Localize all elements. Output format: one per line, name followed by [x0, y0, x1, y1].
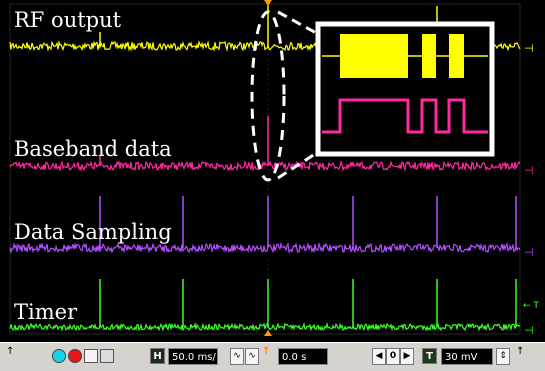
edge-fall-icon[interactable]: ∿: [245, 348, 259, 365]
trigger-level-field[interactable]: 30 mV: [441, 348, 493, 365]
delay-increase-button[interactable]: ▶: [400, 348, 414, 365]
trigger-level-marker: ← T: [523, 301, 539, 311]
inset-baseband-pulses: [322, 98, 488, 134]
delay-field[interactable]: 0.0 s: [278, 348, 328, 365]
channel-label-baseband-data: Baseband data: [14, 137, 172, 161]
left-edge-marker-icon: ↑: [6, 346, 15, 357]
zoom-connector-bottom: [277, 150, 319, 180]
channel-label-data-sampling: Data Sampling: [14, 220, 172, 244]
highlight-ellipse: [250, 10, 286, 182]
oscilloscope-display: ⊣ ⊣ ⊣ ⊣ ← T RF output Baseband data Data Sam…: [0, 0, 545, 342]
print-icon[interactable]: [100, 349, 114, 363]
channel-marker-2: ⊣: [524, 164, 534, 177]
timebase-field[interactable]: 50.0 ms/: [168, 348, 218, 365]
channel-marker-3: ⊣: [524, 246, 534, 259]
save-icon[interactable]: [84, 349, 98, 363]
trigger-position-marker: [264, 0, 272, 6]
channel-label-rf-output: RF output: [14, 8, 122, 32]
trace-ch4: [9, 321, 521, 332]
zoom-connector-top: [277, 10, 319, 36]
channel-markers: ⊣ ⊣ ⊣ ⊣ ← T: [523, 42, 539, 337]
stop-button[interactable]: [68, 349, 82, 363]
horizontal-tag: H: [150, 348, 165, 364]
trigger-bottom-marker: [264, 330, 272, 336]
channel-label-timer: Timer: [14, 300, 78, 324]
trace-ch3: [9, 241, 521, 255]
trigger-tag: T: [422, 348, 437, 364]
waveform-canvas: ⊣ ⊣ ⊣ ⊣ ← T: [9, 0, 539, 337]
scope-toolbar: ↑ H 50.0 ms/ ∿ ∿ ↑ 0.0 s ◀ 0 ▶ T 30 mV ⇕…: [0, 342, 545, 371]
trigger-position-icon: ↑: [262, 346, 271, 357]
delay-decrease-button[interactable]: ◀: [372, 348, 386, 365]
delay-step-value: 0: [386, 348, 400, 365]
trigger-level-spinner[interactable]: ⇕: [496, 348, 510, 365]
graticule-frame: [9, 3, 521, 335]
run-button[interactable]: [52, 349, 66, 363]
trace-ch2: [9, 159, 521, 173]
traces-group: [9, 4, 521, 332]
channel-marker-4: ⊣: [524, 324, 534, 337]
channel-marker-1: ⊣: [524, 42, 534, 55]
right-edge-marker-icon: ↑: [516, 346, 525, 357]
zoom-inset: [315, 21, 495, 157]
edge-rise-icon[interactable]: ∿: [230, 348, 244, 365]
